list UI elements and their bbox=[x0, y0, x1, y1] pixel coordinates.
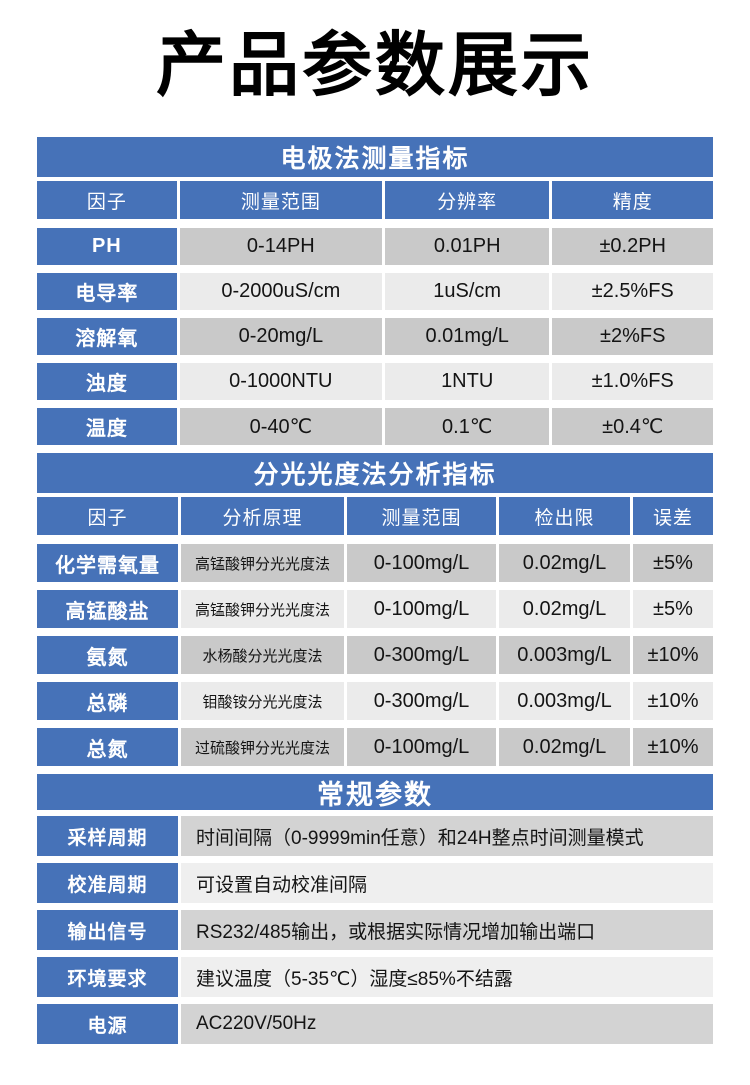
range-cell: 0-300mg/L bbox=[347, 682, 496, 720]
accuracy-cell: ±2%FS bbox=[552, 318, 713, 355]
error-cell: ±5% bbox=[633, 544, 713, 582]
principle-cell: 高锰酸钾分光光度法 bbox=[181, 590, 344, 628]
table-row: 采样周期 时间间隔（0-9999min任意）和24H整点时间测量模式 bbox=[37, 816, 713, 856]
table-row: PH 0-14PH 0.01PH ±0.2PH bbox=[37, 228, 713, 265]
table-row: 电导率 0-2000uS/cm 1uS/cm ±2.5%FS bbox=[37, 273, 713, 310]
range-cell: 0-20mg/L bbox=[179, 318, 382, 355]
col-header-range: 测量范围 bbox=[179, 181, 382, 219]
page-title: 产品参数展示 bbox=[156, 26, 594, 104]
principle-cell: 钼酸铵分光光度法 bbox=[181, 682, 344, 720]
electrode-table-title: 电极法测量指标 bbox=[37, 137, 713, 177]
error-cell: ±5% bbox=[633, 590, 713, 628]
range-cell: 0-40℃ bbox=[179, 408, 382, 445]
accuracy-cell: ±0.4℃ bbox=[552, 408, 713, 445]
spec-tables: 电极法测量指标 因子 测量范围 分辨率 精度 PH 0-14PH 0.01PH … bbox=[37, 137, 713, 1044]
spectro-table-title: 分光光度法分析指标 bbox=[37, 453, 713, 493]
spectro-header-row: 因子 分析原理 测量范围 检出限 误差 bbox=[37, 497, 713, 535]
factor-cell: 溶解氧 bbox=[37, 318, 177, 355]
error-cell: ±10% bbox=[633, 682, 713, 720]
factor-cell: 浊度 bbox=[37, 363, 177, 400]
factor-cell: PH bbox=[37, 228, 177, 265]
col-header-range: 测量范围 bbox=[347, 497, 496, 535]
table-row: 环境要求 建议温度（5-35℃）湿度≤85%不结露 bbox=[37, 957, 713, 997]
param-label-cell: 输出信号 bbox=[37, 910, 178, 950]
col-header-factor: 因子 bbox=[37, 497, 178, 535]
factor-cell: 氨氮 bbox=[37, 636, 178, 674]
error-cell: ±10% bbox=[633, 728, 713, 766]
param-value-cell: 时间间隔（0-9999min任意）和24H整点时间测量模式 bbox=[181, 816, 713, 856]
factor-cell: 温度 bbox=[37, 408, 177, 445]
table-row: 浊度 0-1000NTU 1NTU ±1.0%FS bbox=[37, 363, 713, 400]
param-label-cell: 校准周期 bbox=[37, 863, 178, 903]
general-table: 常规参数 采样周期 时间间隔（0-9999min任意）和24H整点时间测量模式 … bbox=[37, 774, 713, 1044]
resolution-cell: 0.01PH bbox=[384, 228, 550, 265]
resolution-cell: 0.1℃ bbox=[384, 408, 550, 445]
principle-cell: 过硫酸钾分光光度法 bbox=[181, 728, 344, 766]
error-cell: ±10% bbox=[633, 636, 713, 674]
detection-limit-cell: 0.003mg/L bbox=[499, 636, 630, 674]
resolution-cell: 0.01mg/L bbox=[384, 318, 550, 355]
range-cell: 0-300mg/L bbox=[347, 636, 496, 674]
table-row: 高锰酸盐 高锰酸钾分光光度法 0-100mg/L 0.02mg/L ±5% bbox=[37, 590, 713, 628]
factor-cell: 电导率 bbox=[37, 273, 177, 310]
detection-limit-cell: 0.02mg/L bbox=[499, 728, 630, 766]
col-header-detection-limit: 检出限 bbox=[499, 497, 630, 535]
col-header-resolution: 分辨率 bbox=[384, 181, 550, 219]
factor-cell: 化学需氧量 bbox=[37, 544, 178, 582]
table-row: 化学需氧量 高锰酸钾分光光度法 0-100mg/L 0.02mg/L ±5% bbox=[37, 544, 713, 582]
param-value-cell: RS232/485输出，或根据实际情况增加输出端口 bbox=[181, 910, 713, 950]
resolution-cell: 1NTU bbox=[384, 363, 550, 400]
param-value-cell: 建议温度（5-35℃）湿度≤85%不结露 bbox=[181, 957, 713, 997]
range-cell: 0-1000NTU bbox=[179, 363, 382, 400]
col-header-factor: 因子 bbox=[37, 181, 177, 219]
factor-cell: 总磷 bbox=[37, 682, 178, 720]
param-label-cell: 电源 bbox=[37, 1004, 178, 1044]
table-row: 校准周期 可设置自动校准间隔 bbox=[37, 863, 713, 903]
accuracy-cell: ±2.5%FS bbox=[552, 273, 713, 310]
table-row: 总氮 过硫酸钾分光光度法 0-100mg/L 0.02mg/L ±10% bbox=[37, 728, 713, 766]
range-cell: 0-100mg/L bbox=[347, 544, 496, 582]
param-value-cell: 可设置自动校准间隔 bbox=[181, 863, 713, 903]
electrode-header-row: 因子 测量范围 分辨率 精度 bbox=[37, 181, 713, 219]
detection-limit-cell: 0.02mg/L bbox=[499, 590, 630, 628]
param-label-cell: 采样周期 bbox=[37, 816, 178, 856]
factor-cell: 总氮 bbox=[37, 728, 178, 766]
range-cell: 0-14PH bbox=[179, 228, 382, 265]
accuracy-cell: ±0.2PH bbox=[552, 228, 713, 265]
range-cell: 0-2000uS/cm bbox=[179, 273, 382, 310]
factor-cell: 高锰酸盐 bbox=[37, 590, 178, 628]
table-row: 电源 AC220V/50Hz bbox=[37, 1004, 713, 1044]
table-row: 输出信号 RS232/485输出，或根据实际情况增加输出端口 bbox=[37, 910, 713, 950]
general-table-title: 常规参数 bbox=[37, 774, 713, 810]
detection-limit-cell: 0.003mg/L bbox=[499, 682, 630, 720]
principle-cell: 高锰酸钾分光光度法 bbox=[181, 544, 344, 582]
table-row: 溶解氧 0-20mg/L 0.01mg/L ±2%FS bbox=[37, 318, 713, 355]
detection-limit-cell: 0.02mg/L bbox=[499, 544, 630, 582]
resolution-cell: 1uS/cm bbox=[384, 273, 550, 310]
col-header-error: 误差 bbox=[633, 497, 713, 535]
range-cell: 0-100mg/L bbox=[347, 590, 496, 628]
principle-cell: 水杨酸分光光度法 bbox=[181, 636, 344, 674]
electrode-table: 电极法测量指标 因子 测量范围 分辨率 精度 PH 0-14PH 0.01PH … bbox=[37, 137, 713, 445]
param-value-cell: AC220V/50Hz bbox=[181, 1004, 713, 1044]
col-header-accuracy: 精度 bbox=[552, 181, 713, 219]
table-row: 温度 0-40℃ 0.1℃ ±0.4℃ bbox=[37, 408, 713, 445]
col-header-principle: 分析原理 bbox=[181, 497, 344, 535]
range-cell: 0-100mg/L bbox=[347, 728, 496, 766]
table-row: 氨氮 水杨酸分光光度法 0-300mg/L 0.003mg/L ±10% bbox=[37, 636, 713, 674]
spectro-table: 分光光度法分析指标 因子 分析原理 测量范围 检出限 误差 化学需氧量 高锰酸钾… bbox=[37, 453, 713, 766]
table-row: 总磷 钼酸铵分光光度法 0-300mg/L 0.003mg/L ±10% bbox=[37, 682, 713, 720]
accuracy-cell: ±1.0%FS bbox=[552, 363, 713, 400]
param-label-cell: 环境要求 bbox=[37, 957, 178, 997]
